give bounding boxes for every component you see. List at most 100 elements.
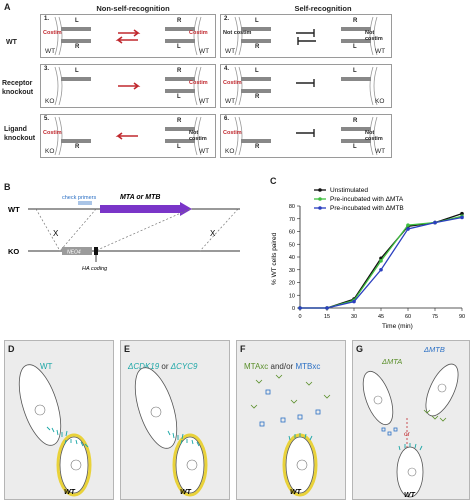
scenario-graphic xyxy=(234,66,378,106)
inhibit-bar-1 xyxy=(296,29,315,37)
data-point xyxy=(406,223,410,227)
x-tick-label: 75 xyxy=(432,314,438,320)
panel-e-wt-label: WT xyxy=(180,489,192,496)
left-costim-label: Costim xyxy=(43,30,62,36)
row-label-ligand-1: Ligand xyxy=(4,126,27,133)
scenario-graphic xyxy=(54,116,202,156)
chart-legend: Unstimulated Pre-incubated with ΔMTA Pre-i… xyxy=(314,187,404,212)
neo-label: NEO4 xyxy=(67,250,81,256)
x-tick-label: 90 xyxy=(459,314,465,320)
scenario-box-2: 2. L R R L WT WT Not costim Not costim xyxy=(220,14,392,58)
scenario-graphic xyxy=(234,16,378,56)
left-membrane xyxy=(54,66,59,106)
left-bottom-label: R xyxy=(75,144,80,150)
left-cell-type: KO xyxy=(45,98,55,105)
row-label-ligand-2: knockout xyxy=(4,135,36,142)
y-tick-label: 50 xyxy=(289,242,295,248)
panel-g-letter: G xyxy=(356,344,364,354)
right-top-label: R xyxy=(177,118,182,124)
left-membrane xyxy=(234,16,239,56)
box-number: 5. xyxy=(44,116,50,122)
left-membrane xyxy=(234,116,239,156)
right-membrane xyxy=(197,16,202,56)
right-bottom-label: L xyxy=(353,44,357,50)
data-point xyxy=(352,299,356,304)
mtb-surface-markers xyxy=(423,409,447,422)
wt-nucleus xyxy=(296,459,308,471)
right-membrane xyxy=(369,16,374,56)
right-membrane xyxy=(193,16,198,56)
panel-g-or-label: or xyxy=(404,431,411,438)
row-label-wt: WT xyxy=(6,39,17,46)
right-membrane xyxy=(369,116,374,156)
wt-cell xyxy=(59,436,89,494)
surface-receptors xyxy=(167,430,200,447)
box-number: 6. xyxy=(224,116,230,122)
neo-cassette xyxy=(62,247,92,255)
legend-marker xyxy=(318,188,322,192)
ha-tag-block xyxy=(94,247,98,255)
right-bar-top xyxy=(341,27,371,31)
left-top-label: L xyxy=(75,18,79,24)
panel-f-title-b: MTBxc xyxy=(295,362,321,371)
panel-f-title-mid: and/or xyxy=(270,362,294,371)
wt-locus-label: WT xyxy=(8,205,20,214)
check-primers-label: check primers xyxy=(62,195,96,201)
legend-entry: Unstimulated xyxy=(330,187,368,194)
right-top-label: L xyxy=(353,68,357,74)
left-cell-type: KO xyxy=(45,148,55,155)
gene-label: MTA or MTB xyxy=(120,194,160,201)
mta-surface-markers xyxy=(381,427,398,436)
panel-f-wt-label: WT xyxy=(290,489,302,496)
right-membrane xyxy=(373,66,378,106)
soluble-proteins xyxy=(250,374,331,427)
data-point xyxy=(325,306,329,310)
left-receptor-bar xyxy=(241,39,271,43)
panel-d-wt-label: WT xyxy=(64,489,76,496)
x-tick-label: 45 xyxy=(378,314,384,320)
data-point xyxy=(406,227,410,231)
right-bottom-label: L xyxy=(353,144,357,150)
data-point xyxy=(298,306,302,310)
panel-a-letter: A xyxy=(4,2,11,12)
left-bottom-label: R xyxy=(255,94,260,100)
self-header: Self-recognition xyxy=(294,4,352,13)
box-number: 3. xyxy=(44,66,50,72)
panel-f-cells: WT xyxy=(250,374,331,497)
legend-marker xyxy=(318,197,322,201)
chart-axes: 0 10 20 30 40 50 60 70 80 0 15 30 45 60 75 90 xyxy=(289,204,465,320)
panel-c-letter: C xyxy=(270,176,277,186)
left-receptor-bar xyxy=(61,39,91,43)
chart-plot-area xyxy=(298,211,464,310)
scenario-box-1: 1. L R R L WT WT Costim Costim xyxy=(40,14,216,58)
left-ligand-bar xyxy=(241,27,271,31)
right-bar-bottom xyxy=(165,139,195,143)
left-ligand-bar xyxy=(61,77,91,81)
gene-knockout-diagram: WT KO MTA or MTB check primers X X NEO4 … xyxy=(8,194,240,272)
legend-marker xyxy=(318,206,322,210)
left-bottom-label: R xyxy=(75,44,80,50)
left-membrane xyxy=(238,16,243,56)
row-label-ligand-ko: Ligand knockout xyxy=(4,125,35,143)
right-cell-type: WT xyxy=(199,48,210,55)
right-bar-top xyxy=(165,77,195,81)
right-top-label: R xyxy=(177,68,182,74)
panel-e-title-a: ΔCDK19 xyxy=(128,362,160,371)
wt-nucleus xyxy=(70,459,82,471)
scenario-box-3: 3. L R L KO WT Costim xyxy=(40,64,216,108)
right-bar-top xyxy=(341,127,371,131)
right-cell-type: WT xyxy=(199,98,210,105)
panel-e-title: ΔCDK19 or ΔCYC9 xyxy=(128,362,197,371)
scenario-box-4: 4. L R L WT KO Costim xyxy=(220,64,392,108)
x-tick-label: 0 xyxy=(298,314,301,320)
right-costim-label: Costim xyxy=(189,30,208,36)
inhibit-bar-1 xyxy=(296,129,315,137)
right-costim-label: Costim xyxy=(189,80,208,86)
right-bar-bottom xyxy=(165,89,195,93)
surface-receptors xyxy=(288,433,313,441)
red-arrow-right xyxy=(118,29,141,37)
left-top-label: L xyxy=(255,18,259,24)
data-point xyxy=(433,220,437,225)
right-top-label: R xyxy=(353,118,358,124)
panel-d-title: WT xyxy=(40,362,53,371)
